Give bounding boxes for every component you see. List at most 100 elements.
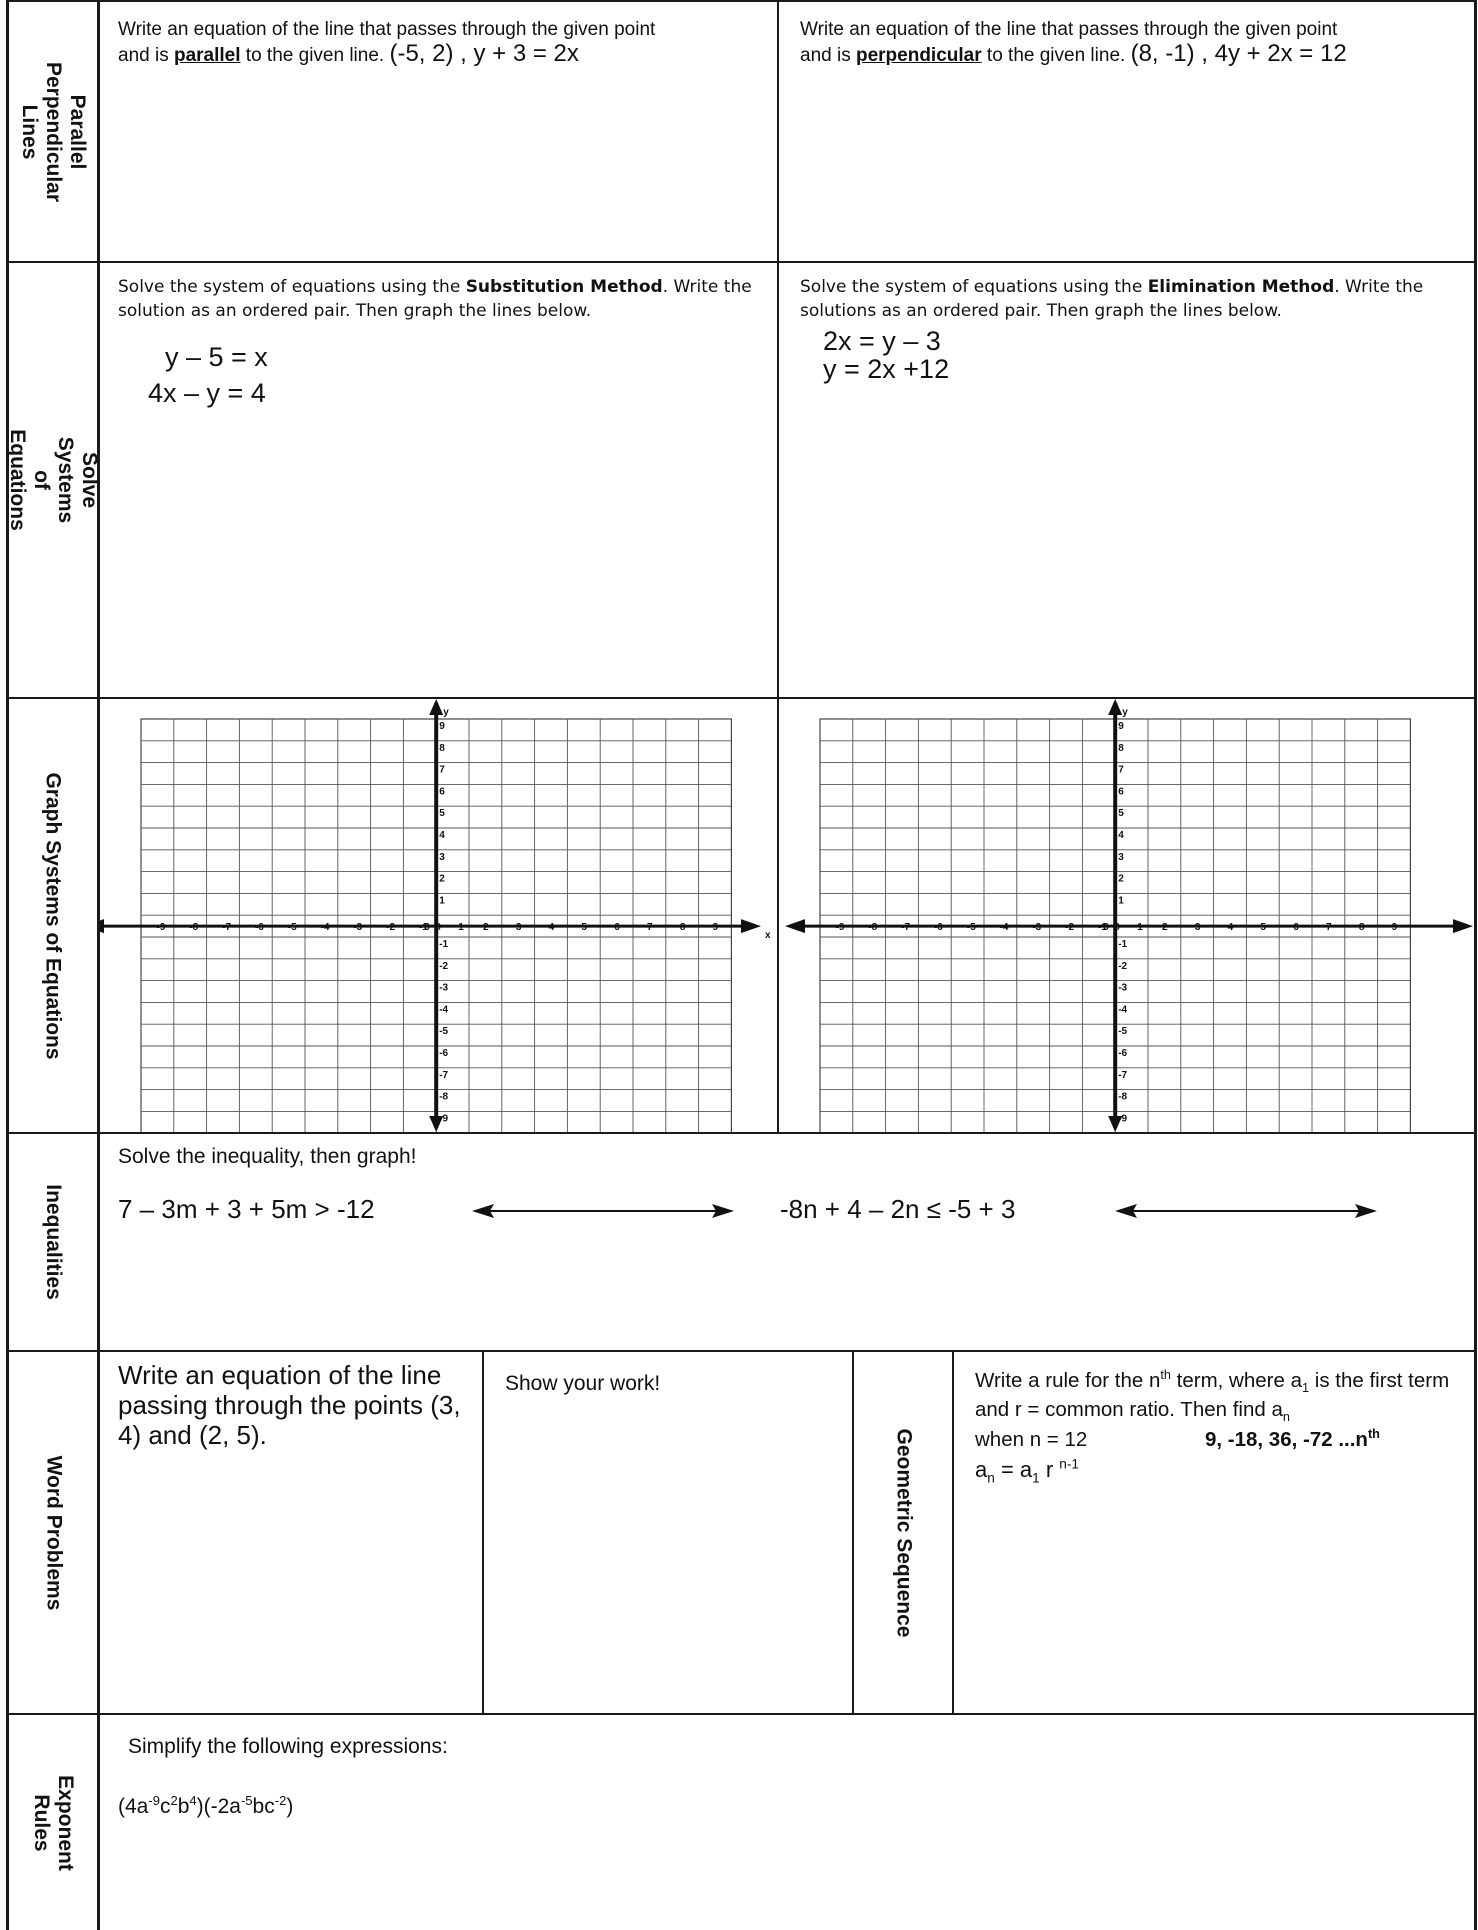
parallel-problem: (-5, 2) , y + 3 = 2x [389,40,579,67]
exp-p3-e: 4 [189,1793,197,1808]
y-tick-label: 2 [1118,874,1124,885]
section-label-exponent: Exponent Rules [9,1715,97,1930]
x-tick-label: 0 [1114,922,1120,933]
word-problem: Write an equation of the line passing th… [118,1360,461,1450]
y-tick-label: -5 [1118,1026,1127,1037]
x-tick-label: 2 [483,922,489,933]
y-tick-label: 1 [439,895,445,906]
x-tick-label: 3 [516,922,522,933]
perpendicular-question-line1: Write an equation of the line that passe… [800,19,1338,40]
geo-formula-a: a [975,1457,988,1482]
substitution-eq2: 4x – y = 4 [148,378,266,408]
y-tick-label: 9 [439,721,445,732]
x-tick-label: 0 [424,922,430,933]
x-tick-label: -8 [868,922,877,933]
geo-formula-eq: = a [994,1457,1033,1482]
y-tick-label: 8 [439,743,445,754]
x-tick-label: 2 [1162,922,1168,933]
exp-p2: c [159,1795,171,1818]
y-tick-label: 5 [1118,808,1124,819]
table-border-right [1474,0,1477,1930]
y-tick-label: 2 [439,874,445,885]
row-divider-3 [6,1132,1476,1134]
geo-sequence-text: 9, -18, 36, -72 ...n [1205,1428,1368,1451]
row-divider-1 [6,261,1476,263]
y-tick-label: 7 [1118,765,1124,776]
geometric-formula: an = a1 r n-1 [975,1455,1079,1486]
row-divider-5 [6,1713,1476,1715]
exp-p4: )(-2a [196,1795,241,1818]
x-tick-label: 5 [581,922,587,933]
x-tick-label: -6 [255,922,264,933]
section-label-inequalities-text: Inequalities [42,1184,65,1300]
section-label-systems-text: Solve Systems of Equations [6,429,101,531]
y-axis-arrow-up [1108,699,1123,715]
exponent-instruction: Simplify the following expressions: [128,1735,448,1758]
elimination-pre: Solve the system of equations using the [800,277,1148,297]
x-tick-label: 7 [1326,922,1332,933]
x-tick-label: 7 [647,922,653,933]
y-tick-label: -3 [439,983,448,994]
perpendicular-keyword: perpendicular [855,45,982,66]
x-tick-label: -9 [836,922,845,933]
y-tick-label: -9 [439,1113,448,1124]
y-tick-label: -2 [439,961,448,972]
x-tick-label: -7 [222,922,231,933]
y-axis-arrow-up [429,699,444,715]
x-tick-label: -7 [901,922,910,933]
y-tick-label: 4 [1118,830,1124,841]
y-tick-label: -4 [1118,1004,1127,1015]
substitution-question: Solve the system of equations using the … [118,275,768,323]
y-tick-label: -4 [439,1004,448,1015]
x-tick-label: 3 [1195,922,1201,933]
row-divider-2 [6,697,1476,699]
perpendicular-problem: (8, -1) , 4y + 2x = 12 [1130,40,1347,67]
x-tick-label: 1 [1137,922,1143,933]
table-border-top [6,0,1476,2]
parallel-question-post: to the given line. [240,45,390,66]
x-tick-label: -6 [934,922,943,933]
y-tick-label: 6 [439,786,445,797]
geo-formula-r: r [1039,1457,1060,1482]
geo-formula-n: n [987,1470,995,1486]
x-tick-label: -1 [1098,922,1107,933]
y-tick-label: -5 [439,1026,448,1037]
x-tick-label: 0 [1103,922,1109,933]
geo-t2-sub: 1 [1301,1380,1310,1396]
coordinate-grid-right[interactable]: -9-8-7-6-5-4-3-2-100123456789x987654321-… [779,699,1474,1132]
y-tick-label: 3 [1118,852,1124,863]
x-tick-label: 0 [435,922,441,933]
col-divider-word-c [952,1350,954,1715]
x-tick-label: 4 [549,922,555,933]
number-line-2[interactable] [1115,1198,1377,1224]
exp-p5: bc [252,1795,275,1818]
x-tick-label: -4 [1000,922,1009,933]
elimination-eq1: 2x = y – 3 [823,326,941,356]
exp-p3: b [177,1795,190,1818]
y-tick-label: -1 [1118,939,1127,950]
x-tick-label: -3 [1032,922,1041,933]
number-line-1[interactable] [472,1198,734,1224]
inequality-problem-1: 7 – 3m + 3 + 5m > -12 [118,1194,375,1224]
coordinate-grid-left[interactable]: -9 -8 -7 -6 -5 -4 -3 -2 -10 0 1 2 3 4 5 6 7 8 9x987654321-… [100,699,777,1132]
geometric-question: Write a rule for the nth term, where a1 … [975,1366,1465,1424]
y-axis-label: y [443,707,449,718]
exp-p2-e: 2 [170,1793,178,1808]
geo-t2: term, where a [1170,1369,1302,1392]
x-axis-arrow-left [100,919,104,934]
geo-t3-sub: n [1282,1409,1290,1425]
section-label-graph-text: Graph Systems of Equations [42,771,65,1060]
section-label-geometric-text: Geometric Sequence [892,1428,916,1637]
substitution-eq1: y – 5 = x [165,342,268,372]
y-tick-label: 8 [1118,743,1124,754]
exp-p1: (4a [118,1795,149,1818]
perpendicular-question-pre: and is [800,45,856,66]
y-tick-label: 4 [439,830,445,841]
x-tick-label: 9 [713,922,719,933]
substitution-post: . Write the solution as an ordered pair.… [118,277,752,321]
x-tick-label: -5 [288,922,297,933]
section-label-word-text: Word Problems [42,1455,65,1610]
substitution-method: Substitution Method [465,277,663,297]
x-tick-label: -2 [1065,922,1074,933]
substitution-pre: Solve the system of equations using the [118,277,466,297]
